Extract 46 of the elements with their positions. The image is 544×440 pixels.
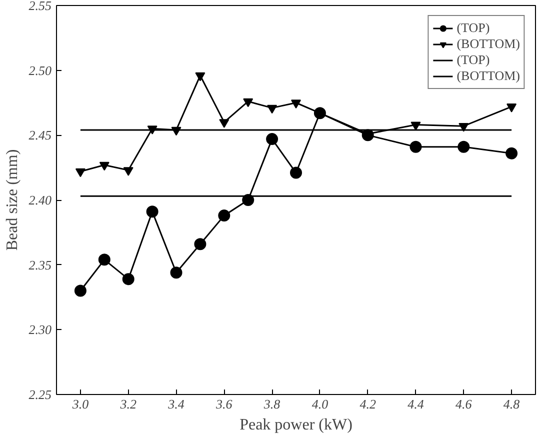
point [195, 72, 206, 82]
y-tick-label: 2.25 [28, 387, 52, 402]
point [74, 284, 86, 297]
y-tick-label: 2.55 [28, 0, 52, 13]
y-tick-label: 2.50 [28, 62, 52, 78]
point [99, 162, 110, 171]
point [506, 147, 518, 160]
point [458, 140, 470, 153]
legend-label: (TOP) [456, 52, 490, 68]
point [146, 206, 158, 218]
x-tick-label: 3.6 [215, 396, 233, 412]
x-tick-label: 4.6 [456, 396, 472, 412]
point [219, 119, 230, 128]
y-tick-label: 2.35 [28, 257, 52, 272]
y-tick-label: 2.40 [28, 192, 52, 208]
point [123, 167, 134, 176]
legend-label: (BOTTOM) [456, 36, 520, 52]
x-tick-label: 3.8 [262, 396, 281, 412]
x-tick-label: 4.4 [408, 396, 424, 412]
point [410, 122, 421, 130]
point [122, 273, 134, 286]
legend-label: (BOTTOM) [456, 68, 520, 84]
y-tick-label: 2.45 [28, 128, 52, 143]
point [243, 98, 254, 108]
point [410, 140, 422, 153]
x-axis-title: Peak power (kW) [240, 416, 352, 434]
point [170, 266, 182, 279]
x-tick-label: 4.2 [360, 396, 376, 412]
x-tick-label: 3.4 [167, 396, 185, 412]
x-tick-label: 4.8 [503, 396, 520, 412]
point [194, 238, 206, 250]
x-tick-label: 3.0 [71, 396, 90, 412]
point [506, 104, 517, 112]
point [266, 133, 278, 146]
point [75, 168, 86, 178]
x-tick-label: 3.2 [119, 396, 137, 412]
y-axis-title: Bead size (mm) [4, 149, 21, 251]
point [98, 254, 110, 266]
point [290, 166, 302, 179]
x-tick-label: 4.0 [312, 396, 329, 412]
point [267, 104, 278, 114]
point [458, 122, 469, 132]
point [291, 100, 301, 108]
point [218, 210, 230, 222]
y-tick-label: 2.30 [28, 322, 52, 338]
legend-label: (TOP) [456, 20, 490, 36]
